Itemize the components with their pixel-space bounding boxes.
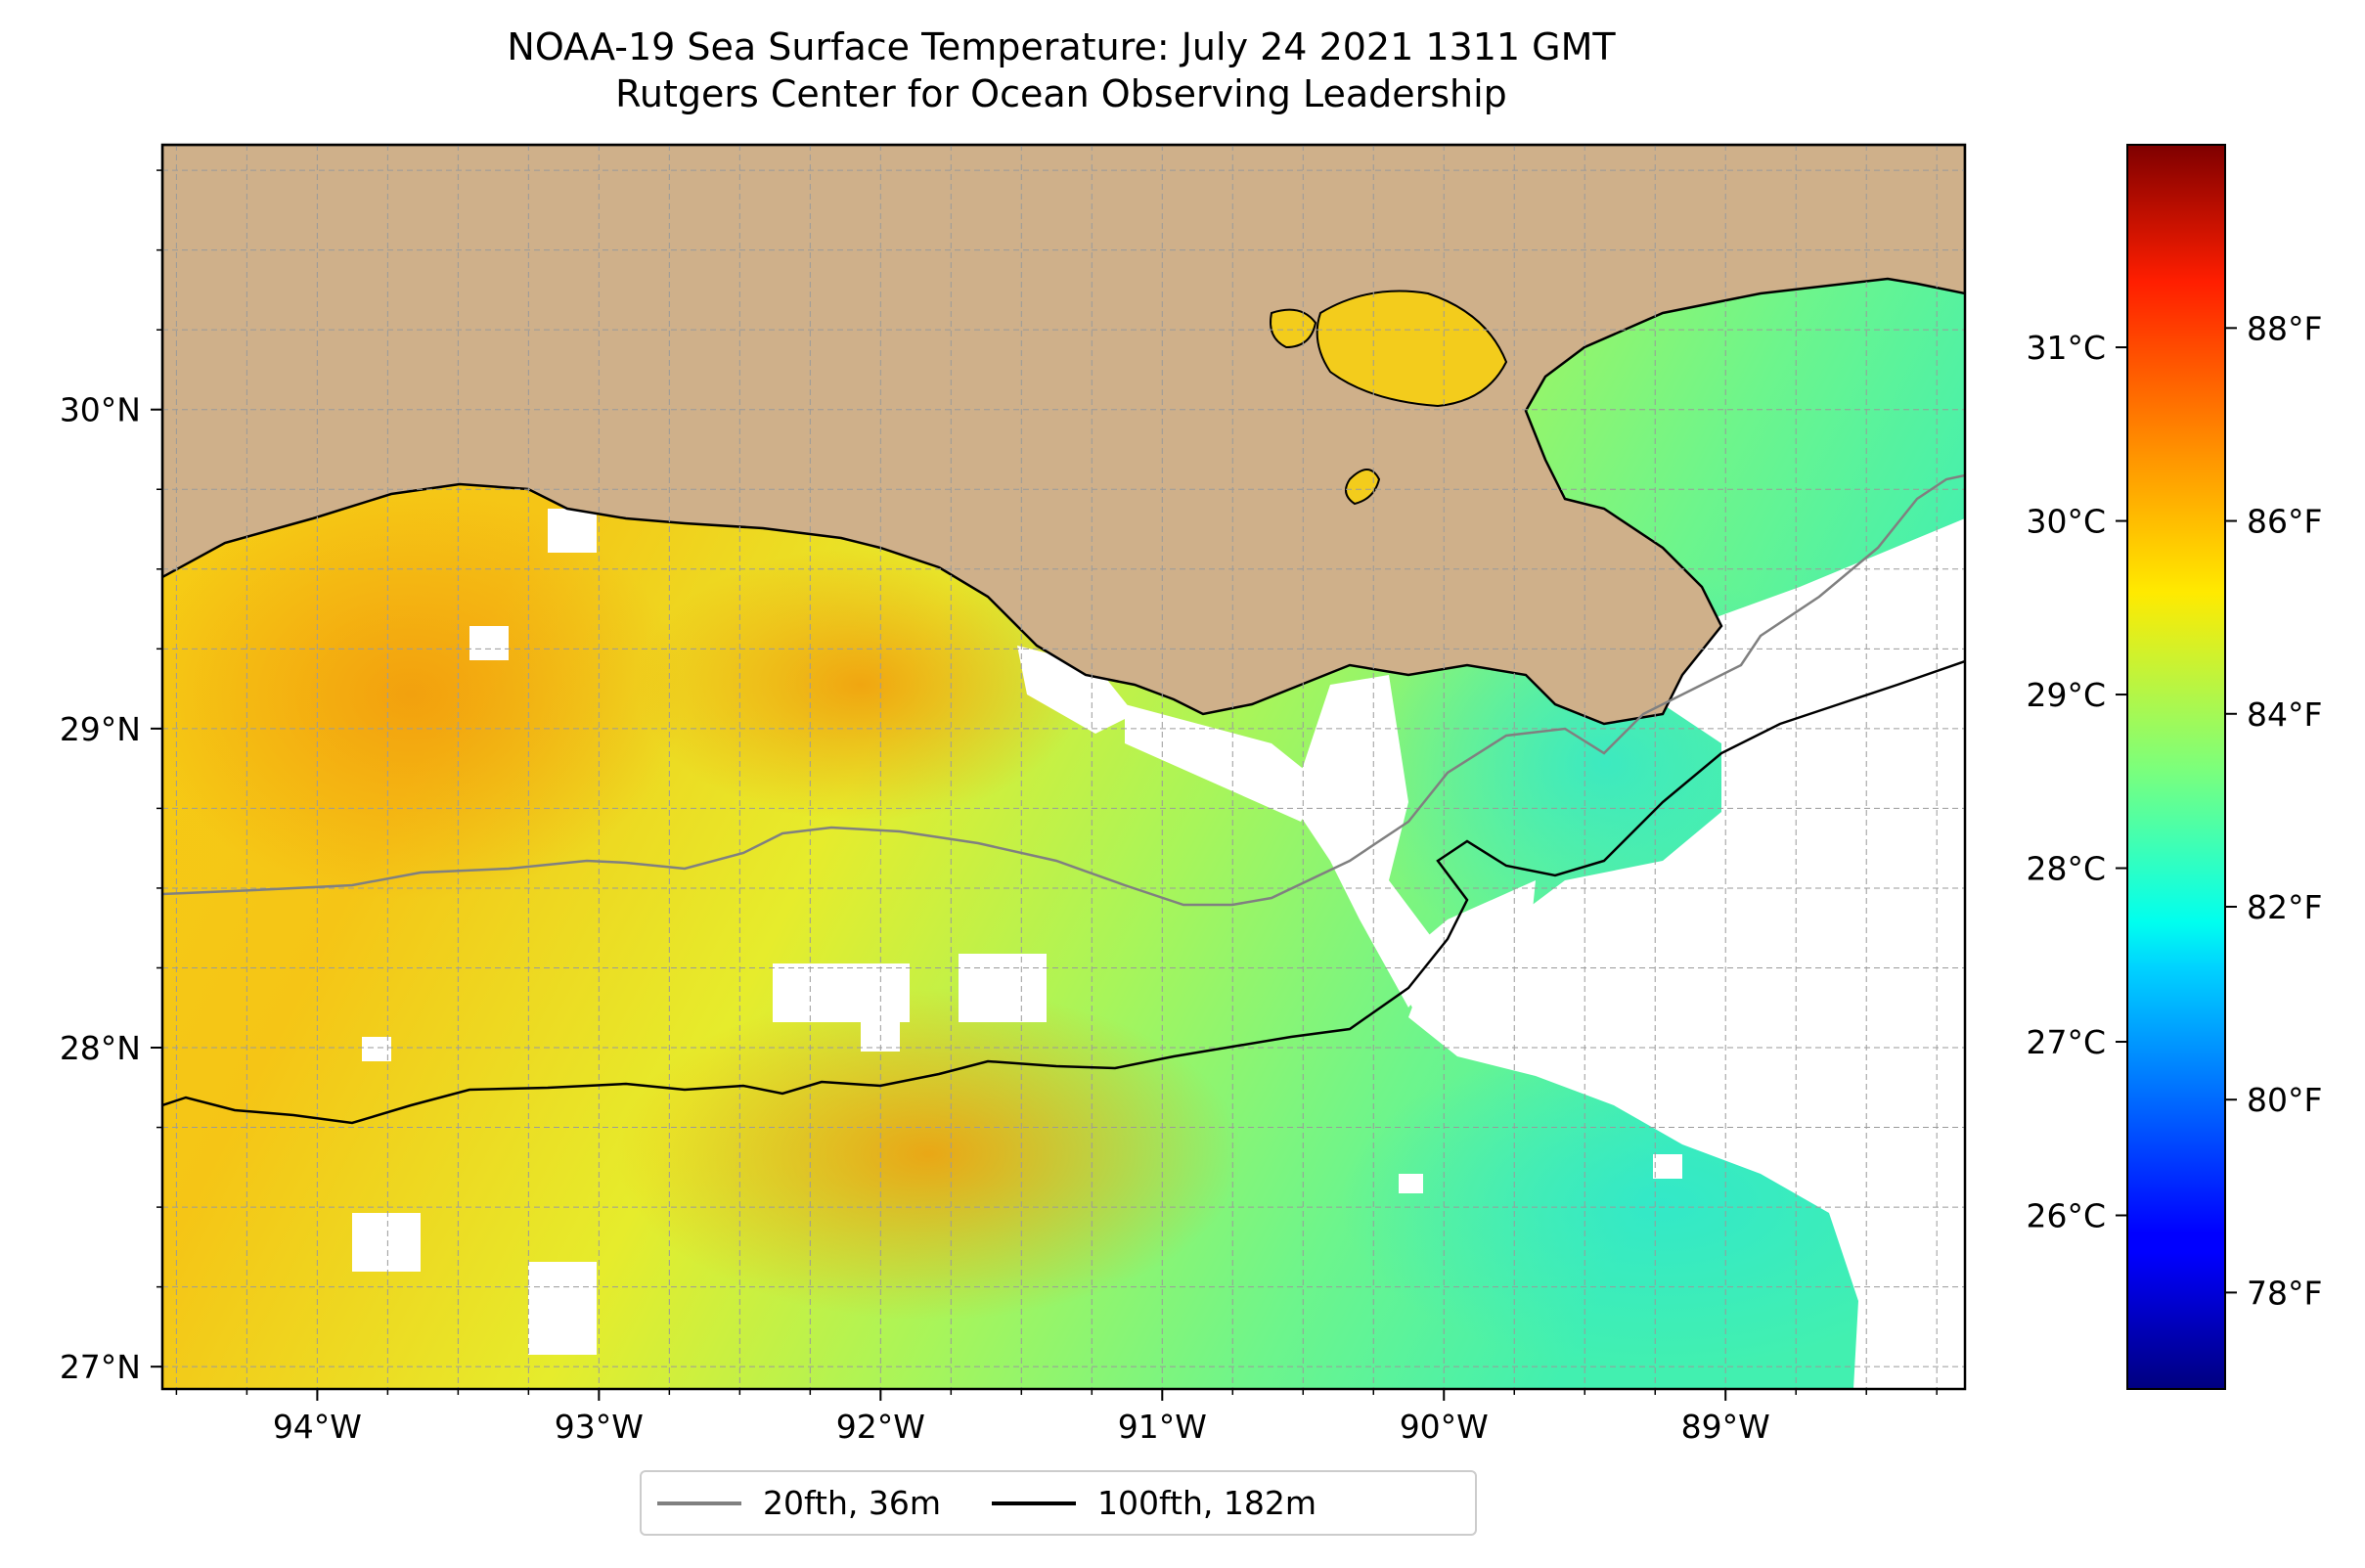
title-line-1: NOAA-19 Sea Surface Temperature: July 24… (507, 25, 1616, 68)
fahrenheit-tick-label: 82°F (2247, 888, 2322, 926)
celsius-tick-label: 31°C (2026, 329, 2106, 367)
lon-tick-label: 94°W (273, 1408, 362, 1446)
legend-label: 20fth, 36m (763, 1484, 941, 1522)
lat-tick-label: 30°N (60, 391, 141, 429)
warm-eddy (636, 548, 1086, 822)
lat-tick-label: 29°N (60, 710, 141, 748)
lat-tick-label: 27°N (60, 1348, 141, 1386)
fahrenheit-tick-label: 78°F (2247, 1274, 2322, 1312)
figure-title: NOAA-19 Sea Surface Temperature: July 24… (156, 23, 1966, 117)
legend-item-20fth: 20fth, 36m (657, 1484, 941, 1522)
celsius-tick-label: 30°C (2026, 503, 2106, 541)
map-frame (160, 143, 1967, 1391)
graticule (162, 145, 1965, 1389)
isobath-100fth (162, 659, 1965, 1125)
legend-item-100fth: 100fth, 182m (992, 1484, 1316, 1522)
title-line-2: Rutgers Center for Ocean Observing Leade… (615, 72, 1507, 115)
colorbar (2127, 145, 2225, 1389)
lon-tick-label: 91°W (1118, 1408, 1207, 1446)
lat-tick-label: 28°N (60, 1029, 141, 1067)
fahrenheit-tick-label: 86°F (2247, 503, 2322, 541)
lon-tick-label: 93°W (555, 1408, 644, 1446)
map-area (162, 145, 1965, 1389)
fahrenheit-tick-label: 88°F (2247, 309, 2322, 347)
colorbar-fahrenheit-axis: 78°F 80°F 82°F 84°F 86°F 88°F (2225, 309, 2322, 1312)
isobath-20fth (162, 473, 1965, 907)
lon-tick-label: 89°W (1681, 1408, 1770, 1446)
celsius-tick-label: 29°C (2026, 676, 2106, 714)
colorbar-frame (2126, 144, 2226, 1390)
celsius-tick-label: 26°C (2026, 1197, 2106, 1235)
isobath-legend: 20fth, 36m 100fth, 182m (640, 1470, 1477, 1536)
legend-label: 100fth, 182m (1097, 1484, 1316, 1522)
fahrenheit-tick-label: 80°F (2247, 1081, 2322, 1119)
colorbar-celsius-axis: 26°C 27°C 28°C 29°C 30°C 31°C (2026, 329, 2127, 1235)
lon-tick-label: 90°W (1400, 1408, 1489, 1446)
inland-lakes (1270, 290, 1508, 506)
longitude-axis: 94°W 93°W 92°W 91°W 90°W 89°W (175, 1389, 1938, 1446)
lon-tick-label: 92°W (836, 1408, 925, 1446)
fahrenheit-tick-label: 84°F (2247, 695, 2322, 734)
legend-swatch-gray (657, 1501, 741, 1505)
cloud-masks (352, 509, 1965, 1389)
legend-swatch-black (992, 1501, 1076, 1505)
latitude-axis: 27°N 28°N 29°N 30°N (60, 169, 162, 1386)
celsius-tick-label: 27°C (2026, 1023, 2106, 1061)
celsius-tick-label: 28°C (2026, 850, 2106, 888)
warm-eddy (162, 489, 685, 900)
warm-eddy (616, 988, 1242, 1321)
